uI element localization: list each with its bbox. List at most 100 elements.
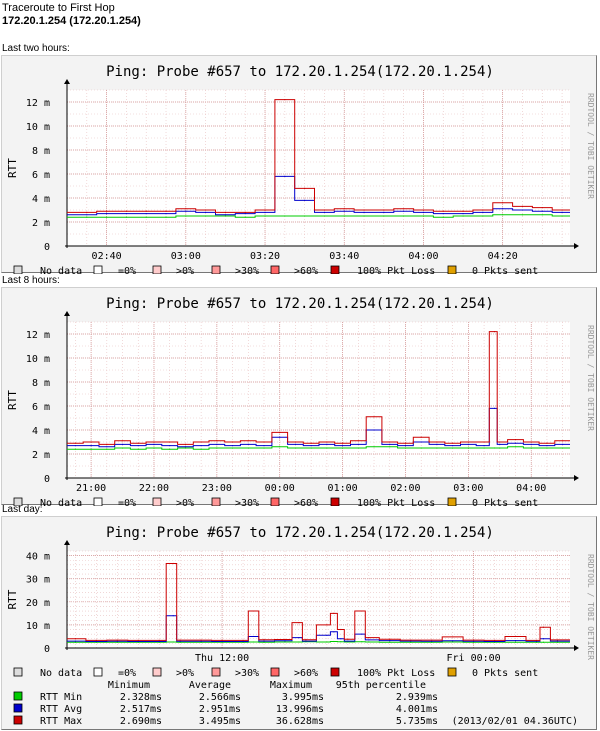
y-axis-arrow — [64, 540, 70, 545]
data-point — [452, 641, 454, 643]
x-tick-label: 21:00 — [76, 483, 106, 494]
data-point — [294, 443, 297, 445]
data-point — [224, 214, 227, 216]
y-axis-label: RTT — [6, 589, 19, 609]
data-point — [304, 187, 306, 189]
y-tick-label: 12 m — [26, 98, 50, 109]
data-point — [535, 641, 538, 643]
data-point — [145, 213, 147, 215]
data-point — [169, 448, 171, 450]
data-point — [304, 199, 306, 201]
stats-swatch — [13, 691, 23, 701]
data-point — [482, 215, 484, 217]
y-tick-label: 2 m — [32, 218, 50, 229]
data-point — [323, 215, 326, 217]
data-point — [483, 447, 485, 449]
x-axis-arrow — [574, 645, 579, 651]
data-point — [542, 641, 545, 643]
data-point — [310, 442, 312, 444]
data-point — [342, 445, 344, 447]
data-point — [263, 640, 265, 642]
data-point — [137, 448, 139, 450]
stats-value-avg: 3.495ms — [199, 716, 241, 727]
data-point — [284, 99, 286, 101]
data-point — [224, 211, 227, 213]
data-point — [200, 441, 202, 443]
data-point — [310, 445, 312, 447]
data-point — [205, 209, 207, 211]
data-point — [363, 211, 365, 213]
data-point — [121, 443, 124, 445]
data-point — [279, 446, 281, 448]
stats-header-p95: 95th percentile — [336, 680, 426, 691]
data-point — [403, 215, 405, 217]
data-point — [541, 210, 543, 212]
legend-swatch-loss-gt0 — [152, 497, 162, 506]
data-point — [420, 436, 422, 438]
data-point — [422, 211, 425, 213]
data-point — [333, 631, 335, 633]
data-point — [184, 443, 187, 445]
data-point — [310, 447, 312, 449]
data-point — [74, 640, 76, 642]
legend-swatch-loss-0 — [93, 497, 103, 506]
data-point — [244, 211, 246, 213]
plot-area — [67, 90, 570, 246]
data-point — [514, 640, 517, 642]
data-point — [323, 209, 326, 211]
data-point — [431, 639, 433, 641]
y-axis-arrow — [64, 311, 70, 316]
legend-label-loss-gt30: >30% — [235, 498, 259, 506]
data-point — [172, 562, 174, 565]
stats-value-p95: 4.001ms — [396, 704, 438, 715]
data-point — [389, 641, 391, 643]
data-point — [158, 640, 160, 643]
y-tick-label: 2 m — [32, 450, 50, 461]
legend-swatch-loss-100 — [330, 667, 340, 677]
y-tick-label: 8 m — [32, 146, 50, 157]
data-point — [493, 639, 496, 641]
legend-label-loss-gt30: >30% — [235, 668, 259, 679]
y-tick-label: 30 m — [26, 575, 50, 586]
legend-label-loss-0: =0% — [118, 498, 136, 506]
data-point — [530, 441, 532, 443]
x-tick-label: 03:00 — [453, 483, 483, 494]
data-point — [169, 441, 171, 443]
data-point — [185, 215, 187, 217]
data-point — [410, 639, 412, 641]
data-point — [472, 640, 475, 642]
data-point — [169, 445, 171, 447]
x-tick-label: 00:00 — [265, 483, 295, 494]
section-label-last-day: Last day: — [2, 504, 43, 515]
data-point — [137, 640, 139, 643]
data-point — [106, 210, 108, 212]
legend-swatch-loss-0 — [93, 265, 103, 274]
data-point — [368, 639, 370, 641]
data-point — [442, 216, 444, 218]
data-point — [556, 639, 559, 641]
data-point — [546, 442, 548, 444]
data-point — [179, 640, 181, 642]
legend-swatch-loss-gt60 — [270, 667, 280, 677]
data-point — [125, 210, 128, 212]
data-point — [420, 447, 422, 449]
stats-value-min: 2.517ms — [120, 704, 162, 715]
x-axis-arrow — [574, 475, 579, 481]
data-point — [462, 210, 464, 212]
data-point — [252, 610, 255, 612]
stats-header-maximum: Maximum — [270, 680, 312, 691]
y-tick-label: 0 — [44, 474, 50, 485]
data-point — [442, 210, 444, 212]
data-point — [452, 640, 454, 642]
data-point — [165, 216, 167, 218]
legend-swatch-loss-gt30 — [211, 497, 221, 506]
data-point — [185, 210, 187, 212]
stats-header-average: Average — [189, 680, 231, 691]
data-point — [472, 641, 475, 643]
legend-swatch-no-data — [13, 497, 23, 506]
data-point — [431, 640, 433, 642]
stats-value-max: 13.996ms — [276, 704, 324, 715]
series-line-rtt-max — [67, 563, 570, 641]
data-point — [244, 213, 246, 215]
data-point — [403, 208, 405, 210]
